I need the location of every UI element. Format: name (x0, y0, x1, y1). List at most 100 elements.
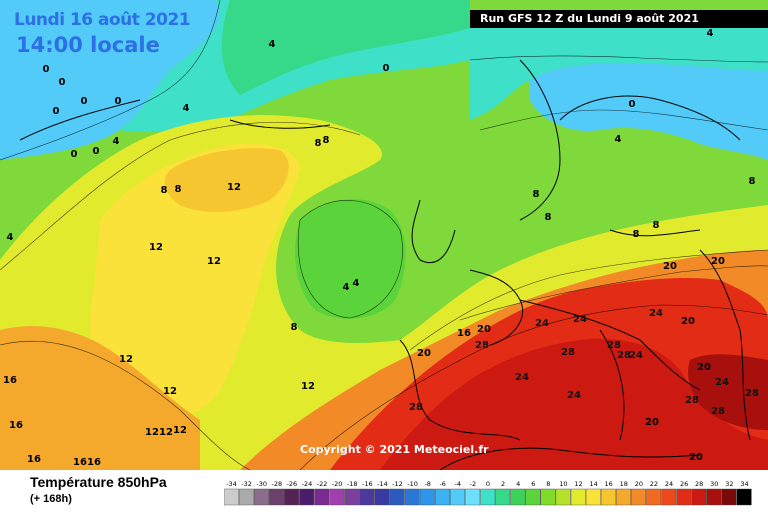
isotherm-label: 16 (9, 420, 23, 431)
scale-swatch (284, 488, 299, 506)
isotherm-label: 4 (269, 39, 276, 50)
scale-tick-label: 34 (740, 480, 748, 488)
isotherm-label: 8 (653, 220, 660, 231)
scale-tick-label: -34 (226, 480, 237, 488)
cool-core-atlantic (295, 199, 406, 319)
warm-core2-atlantic (164, 148, 289, 212)
scale-swatch (646, 488, 662, 506)
scale-tick-label: -16 (362, 480, 373, 488)
scale-tick-label: 12 (574, 480, 582, 488)
isotherm-label: 8 (175, 184, 182, 195)
isotherm-label: 0 (59, 77, 66, 88)
isotherm-label: 8 (161, 185, 168, 196)
model-run-info: Run GFS 12 Z du Lundi 9 août 2021 (470, 10, 768, 28)
isotherm-label: 24 (515, 372, 529, 383)
isotherm-label: 12 (163, 386, 177, 397)
isotherm-label: 4 (113, 136, 120, 147)
isotherm-label: 24 (629, 350, 643, 361)
isotherm-label: 4 (183, 103, 190, 114)
scale-tick-label: -14 (377, 480, 388, 488)
scale-swatch (555, 488, 571, 506)
warm-core-atlantic (90, 143, 300, 421)
color-scale: -34 -32 -30 -28 -26 -24 -22 -20 -18 -16 -14 -12 -10-… (224, 480, 752, 506)
isotherm-label: 0 (93, 146, 100, 157)
isotherm-label: 0 (81, 96, 88, 107)
scale-tick-label: 30 (710, 480, 718, 488)
isotherm-label: 12 (119, 354, 133, 365)
parameter-title: Température 850hPa (30, 474, 167, 490)
scale-swatch (525, 488, 541, 506)
scale-tick-label: 2 (501, 480, 505, 488)
isotherm-label: 4 (353, 278, 360, 289)
isotherm-label: 16 (87, 457, 101, 468)
isotherm-label: 16 (73, 457, 87, 468)
isotherm-label: 12 (301, 381, 315, 392)
scale-swatch (254, 488, 269, 506)
isotherm-label: 8 (323, 135, 330, 146)
scale-tick-label: -26 (287, 480, 298, 488)
scale-swatch (314, 488, 330, 506)
isotherm-label: 12 (159, 427, 173, 438)
scale-swatch (344, 488, 360, 506)
scale-tick-label: -30 (256, 480, 267, 488)
scale-swatch (434, 488, 450, 506)
cold-region-greenland (0, 0, 220, 160)
scale-tick-label: -28 (271, 480, 282, 488)
isotherm-label: 28 (475, 340, 489, 351)
very-hot-zone (380, 338, 768, 470)
scale-swatch (706, 488, 722, 506)
scale-tick-label: 26 (680, 480, 688, 488)
isotherm-label: 16 (457, 328, 471, 339)
coastlines (19, 59, 751, 470)
isotherm-label: 12 (145, 427, 159, 438)
scale-tick-label: 14 (589, 480, 597, 488)
scale-swatch (238, 488, 254, 506)
isotherm-label: 28 (409, 402, 423, 413)
forecast-date: Lundi 16 août 2021 (14, 10, 191, 30)
scale-tick-label: 20 (635, 480, 643, 488)
isotherm-label: 24 (535, 318, 549, 329)
scale-tick-label: -20 (332, 480, 343, 488)
scale-swatch (404, 488, 420, 506)
scale-tick-label: -4 (455, 480, 461, 488)
cold-region-scandinavia (530, 63, 768, 160)
isotherm-label: 8 (633, 229, 640, 240)
isotherm-label: 12 (207, 256, 221, 267)
scale-tick-label: 10 (559, 480, 567, 488)
isotherm-label: 20 (663, 261, 677, 272)
scale-swatch (419, 488, 435, 506)
scale-swatch (676, 488, 692, 506)
isotherm-label: 20 (681, 316, 695, 327)
scale-tick-label: -2 (470, 480, 476, 488)
isotherm-label: 0 (629, 99, 636, 110)
scale-tick-label: -10 (407, 480, 418, 488)
isotherm-label: 8 (291, 322, 298, 333)
isotherm-label: 8 (749, 176, 756, 187)
scale-tick-label: 6 (531, 480, 535, 488)
isotherm-label: 20 (711, 256, 725, 267)
copyright-notice: Copyright © 2021 Meteociel.fr (300, 443, 489, 456)
isotherm-label: 20 (477, 324, 491, 335)
isotherm-label: 12 (149, 242, 163, 253)
scale-swatch (736, 488, 752, 506)
scale-tick-label: 18 (620, 480, 628, 488)
scale-swatch (600, 488, 616, 506)
scale-tick-label: -8 (424, 480, 430, 488)
isotherm-label: 28 (607, 340, 621, 351)
scale-swatch (389, 488, 405, 506)
scale-tick-label: 28 (695, 480, 703, 488)
isotherm-label: 0 (71, 149, 78, 160)
scale-tick-label: 4 (516, 480, 520, 488)
scale-swatch (510, 488, 526, 506)
isotherm-label: 12 (173, 425, 187, 436)
isotherm-label: 20 (645, 417, 659, 428)
scale-swatch (299, 488, 315, 506)
isotherm-label: 20 (697, 362, 711, 373)
isotherm-label: 0 (53, 106, 60, 117)
isotherm-label: 8 (545, 212, 552, 223)
scale-swatch (540, 488, 556, 506)
scale-swatch (570, 488, 586, 506)
scale-tick-label: 8 (546, 480, 550, 488)
